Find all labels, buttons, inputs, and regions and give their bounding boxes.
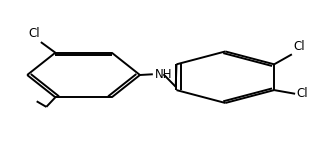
Text: Cl: Cl — [293, 40, 305, 53]
Text: NH: NH — [154, 68, 172, 81]
Text: Cl: Cl — [297, 87, 308, 100]
Text: Cl: Cl — [28, 27, 40, 40]
